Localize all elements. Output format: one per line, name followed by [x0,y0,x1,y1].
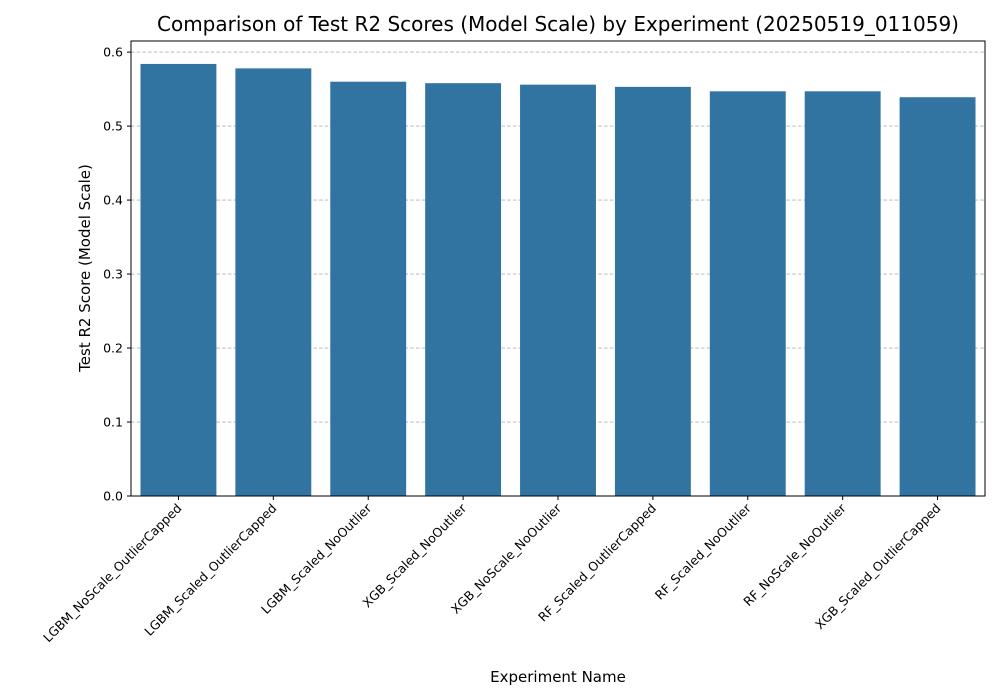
x-ticks: LGBM_NoScale_OutlierCappedLGBM_Scaled_Ou… [40,496,944,645]
x-tick-label: LGBM_Scaled_NoOutlier [258,500,375,617]
x-axis-label: Experiment Name [490,668,626,686]
x-tick-label: XGB_Scaled_NoOutlier [359,500,469,610]
bar [614,86,691,496]
bar [330,81,407,497]
x-tick-label: RF_Scaled_NoOutlier [652,500,755,603]
bar [804,91,881,496]
y-ticks: 0.0 0.1 0.2 0.3 0.4 0.5 0.6 [103,45,131,504]
bar [235,68,312,496]
x-tick-label: XGB_NoScale_NoOutlier [448,500,565,617]
y-tick-label: 0.3 [103,267,123,282]
y-tick-label: 0.2 [103,341,123,356]
y-tick-label: 0.1 [103,415,123,430]
y-axis-label: Test R2 Score (Model Scale) [76,164,94,373]
bar [709,91,786,496]
x-tick-label: RF_NoScale_NoOutlier [740,500,849,609]
bar [899,97,976,496]
bar [520,84,596,497]
bar [140,63,217,496]
chart-title: Comparison of Test R2 Scores (Model Scal… [157,12,959,36]
y-tick-label: 0.4 [103,193,123,208]
bars [140,63,976,497]
y-tick-label: 0.0 [103,489,123,504]
y-tick-label: 0.6 [103,45,123,60]
bar [425,83,502,497]
y-tick-label: 0.5 [103,119,123,134]
